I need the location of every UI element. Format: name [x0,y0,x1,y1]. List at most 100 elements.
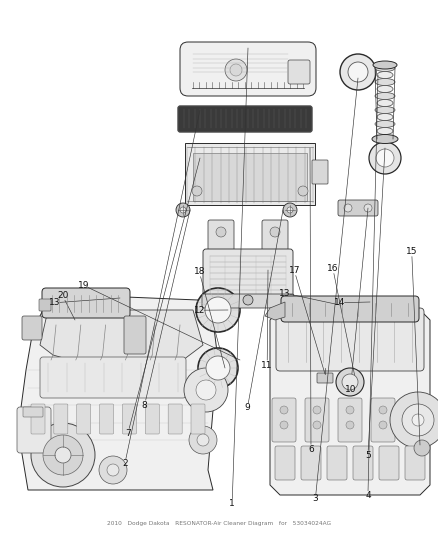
FancyBboxPatch shape [288,60,310,84]
FancyBboxPatch shape [301,446,321,480]
Polygon shape [40,310,203,365]
FancyBboxPatch shape [312,160,328,184]
Text: 16: 16 [327,264,339,273]
FancyBboxPatch shape [54,404,68,434]
Circle shape [206,356,230,380]
FancyBboxPatch shape [180,42,316,96]
FancyBboxPatch shape [379,446,399,480]
Circle shape [379,406,387,414]
Circle shape [198,348,238,388]
Circle shape [414,440,430,456]
Text: 10: 10 [345,385,356,393]
Text: 14: 14 [334,298,345,307]
Circle shape [340,54,376,90]
Text: 2010   Dodge Dakota   RESONATOR-Air Cleaner Diagram   for   53034024AG: 2010 Dodge Dakota RESONATOR-Air Cleaner … [107,521,331,527]
Polygon shape [265,302,285,320]
Circle shape [344,204,352,212]
Circle shape [225,59,247,81]
Ellipse shape [375,120,395,127]
FancyBboxPatch shape [404,398,428,442]
FancyBboxPatch shape [123,404,136,434]
FancyBboxPatch shape [23,407,43,417]
Circle shape [346,421,354,429]
Ellipse shape [377,85,393,93]
Circle shape [189,426,217,454]
Text: 8: 8 [141,401,148,409]
FancyBboxPatch shape [168,404,182,434]
Circle shape [180,207,186,213]
Circle shape [412,414,424,426]
Ellipse shape [373,61,397,69]
Circle shape [216,227,226,237]
FancyBboxPatch shape [40,357,186,398]
FancyBboxPatch shape [99,404,113,434]
FancyBboxPatch shape [353,446,373,480]
FancyBboxPatch shape [17,407,51,453]
Circle shape [280,406,288,414]
FancyBboxPatch shape [42,288,130,318]
Circle shape [196,380,216,400]
FancyBboxPatch shape [281,296,419,322]
FancyBboxPatch shape [272,398,296,442]
Circle shape [379,421,387,429]
FancyBboxPatch shape [22,316,42,340]
Circle shape [270,227,280,237]
Circle shape [205,297,231,323]
Circle shape [412,406,420,414]
FancyBboxPatch shape [203,249,293,303]
Circle shape [390,392,438,448]
Circle shape [369,142,401,174]
Circle shape [107,464,119,476]
Text: 13: 13 [49,298,60,307]
FancyBboxPatch shape [202,294,294,308]
Text: 5: 5 [365,451,371,459]
Circle shape [402,404,434,436]
Text: 11: 11 [261,361,273,369]
Ellipse shape [375,64,395,71]
Circle shape [346,406,354,414]
Circle shape [376,149,394,167]
Text: 13: 13 [279,289,290,297]
Circle shape [298,186,308,196]
Circle shape [412,421,420,429]
Circle shape [192,186,202,196]
Text: 4: 4 [365,491,371,500]
FancyBboxPatch shape [276,308,424,371]
Circle shape [283,203,297,217]
FancyBboxPatch shape [39,299,51,311]
Circle shape [55,447,71,463]
FancyBboxPatch shape [327,446,347,480]
Circle shape [243,295,253,305]
Ellipse shape [375,93,395,100]
FancyBboxPatch shape [371,398,395,442]
Text: 3: 3 [312,495,318,503]
Circle shape [336,368,364,396]
FancyBboxPatch shape [262,220,288,256]
Text: 1: 1 [229,499,235,508]
Polygon shape [193,153,307,201]
Text: 2: 2 [122,459,127,468]
Text: 19: 19 [78,281,89,289]
FancyBboxPatch shape [275,446,295,480]
Circle shape [99,456,127,484]
Ellipse shape [375,78,395,85]
FancyBboxPatch shape [145,404,159,434]
Ellipse shape [377,100,393,107]
FancyBboxPatch shape [338,200,378,216]
Circle shape [230,64,242,76]
Text: 18: 18 [194,268,205,276]
Circle shape [280,421,288,429]
FancyBboxPatch shape [77,404,91,434]
Polygon shape [18,295,218,490]
Circle shape [342,374,358,390]
Ellipse shape [375,107,395,114]
Circle shape [196,288,240,332]
Polygon shape [270,300,430,495]
FancyBboxPatch shape [338,398,362,442]
Circle shape [176,203,190,217]
Circle shape [184,368,228,412]
Text: 12: 12 [194,306,205,314]
Ellipse shape [377,114,393,120]
FancyBboxPatch shape [305,398,329,442]
Circle shape [364,204,372,212]
